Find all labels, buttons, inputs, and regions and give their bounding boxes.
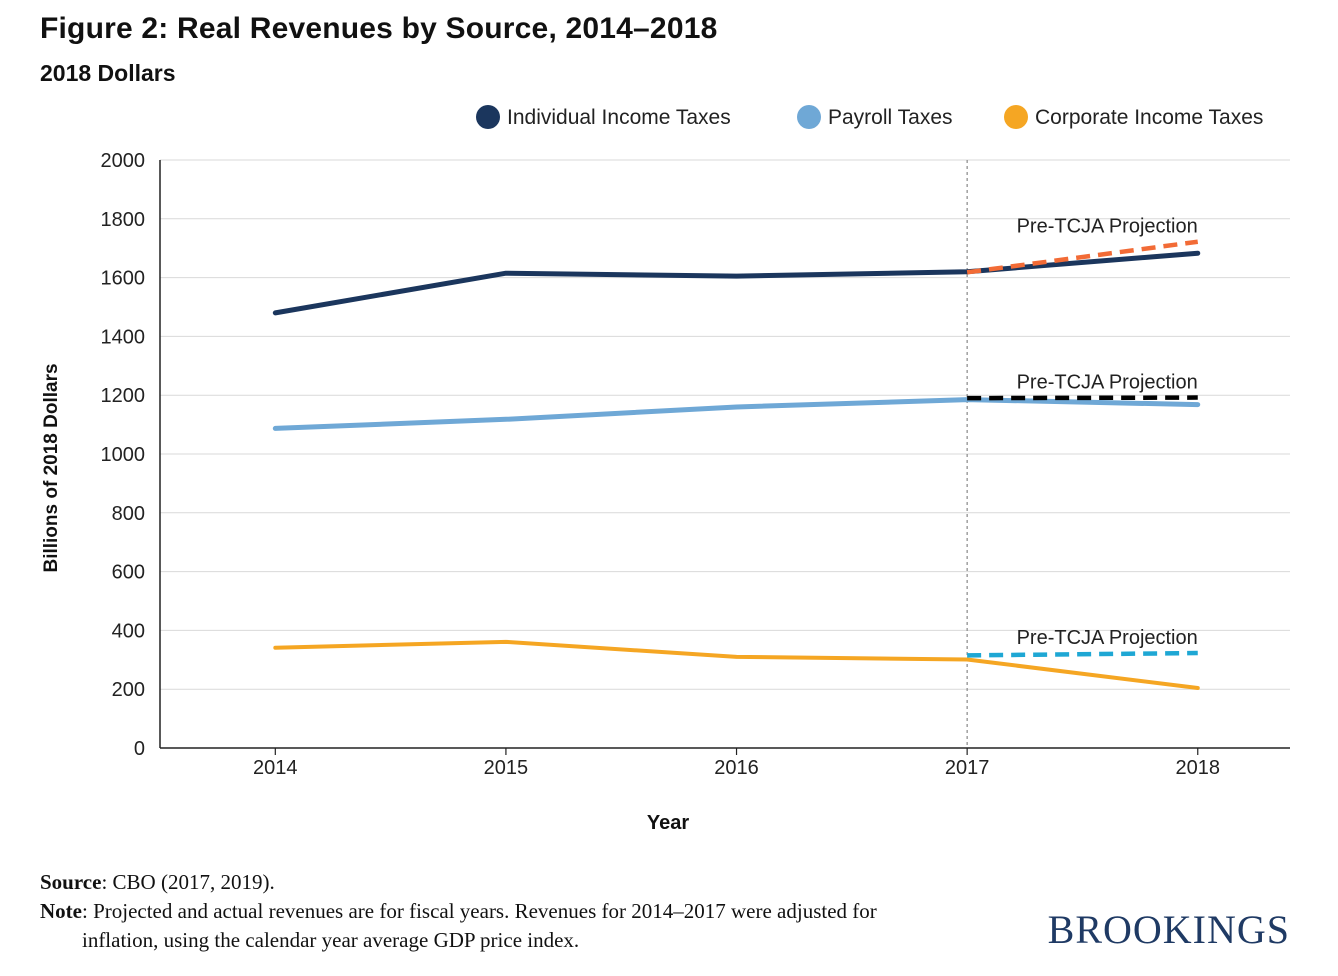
series-line [272, 397, 1201, 431]
series-line [272, 250, 1201, 316]
x-tick-labels: 2014 2015 2016 2017 2018 [253, 748, 1220, 779]
legend-label: Payroll Taxes [828, 106, 953, 129]
y-tick-label: 1600 [101, 268, 146, 290]
projection-lines: Pre-TCJA Projection Pre-TCJA Projection Pr… [966, 216, 1199, 658]
projection-line [967, 650, 1198, 658]
brookings-logo: BROOKINGS [1047, 907, 1290, 952]
legend: Individual Income Taxes Payroll Taxes Corp… [476, 105, 1263, 129]
source-text: : CBO (2017, 2019). [101, 870, 275, 894]
y-tick-label: 800 [112, 503, 145, 525]
x-tick-label: 2018 [1176, 757, 1221, 779]
line-chart: 0 200 400 600 800 1000 1200 1400 1600 1800 2000 20… [41, 105, 1290, 834]
y-tick-labels: 0 200 400 600 800 1000 1200 1400 1600 1800 2000 [101, 150, 146, 760]
chart-subtitle: 2018 Dollars [40, 60, 176, 86]
y-tick-label: 1400 [101, 326, 146, 348]
legend-label: Individual Income Taxes [507, 106, 731, 129]
x-tick-label: 2015 [484, 757, 529, 779]
chart-title: Figure 2: Real Revenues by Source, 2014–… [40, 12, 718, 45]
chart-footer: Source : CBO (2017, 2019). Note : Projec… [40, 868, 900, 955]
y-tick-label: 200 [112, 679, 145, 701]
source-label: Source [40, 870, 102, 894]
projection-label: Pre-TCJA Projection [1017, 372, 1198, 394]
x-tick-label: 2014 [253, 757, 298, 779]
projection-label: Pre-TCJA Projection [1017, 216, 1198, 238]
note-label: Note [40, 899, 82, 923]
legend-marker [476, 105, 500, 129]
legend-label: Corporate Income Taxes [1035, 106, 1263, 129]
x-tick-label: 2017 [945, 757, 990, 779]
series-line [273, 639, 1200, 691]
legend-marker [797, 105, 821, 129]
series-lines [272, 250, 1201, 691]
projection-label: Pre-TCJA Projection [1017, 627, 1198, 649]
y-axis-label: Billions of 2018 Dollars [41, 363, 62, 572]
projection-line [967, 395, 1198, 401]
x-axis-label: Year [647, 812, 689, 834]
y-tick-label: 600 [112, 562, 145, 584]
y-tick-label: 1800 [101, 209, 146, 231]
x-tick-label: 2016 [714, 757, 759, 779]
y-tick-label: 1000 [101, 444, 146, 466]
y-tick-label: 400 [112, 620, 145, 642]
projection-line [966, 239, 1199, 275]
legend-marker [1004, 105, 1028, 129]
y-tick-label: 2000 [101, 150, 146, 172]
y-tick-label: 0 [134, 738, 145, 760]
y-tick-label: 1200 [101, 385, 146, 407]
note-text: : Projected and actual revenues are for … [81, 899, 877, 952]
